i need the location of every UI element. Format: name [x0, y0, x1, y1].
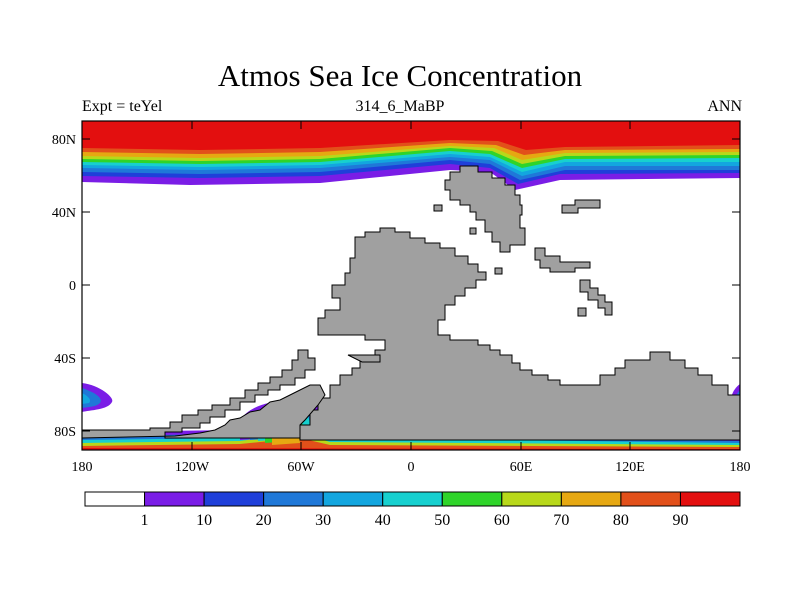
- x-tick-label: 180: [72, 460, 93, 475]
- y-tick-label: 80S: [54, 425, 76, 440]
- colorbar-swatch: [441, 491, 503, 507]
- x-tick-label: 60W: [287, 460, 315, 475]
- colorbar-label: 70: [553, 512, 569, 529]
- x-axis: [81, 121, 741, 450]
- y-tick-label: 40S: [54, 352, 76, 367]
- colorbar: 1 10 20 30 40 50 60 70 80 90: [84, 491, 741, 529]
- x-tick-label: 180: [730, 460, 751, 475]
- colorbar-swatch: [501, 491, 562, 507]
- colorbar-label: 80: [613, 512, 629, 529]
- season-label: ANN: [707, 98, 742, 115]
- colorbar-swatch: [144, 491, 205, 507]
- colorbar-label: 20: [256, 512, 272, 529]
- y-tick-label: 0: [69, 279, 76, 294]
- colorbar-label: 30: [315, 512, 331, 529]
- y-axis: [82, 138, 740, 432]
- colorbar-label: 40: [375, 512, 391, 529]
- y-tick-label: 80N: [52, 133, 76, 148]
- colorbar-swatch: [560, 491, 622, 507]
- colorbar-swatch: [322, 491, 384, 507]
- colorbar-label: 60: [494, 512, 510, 529]
- period-label: 314_6_MaBP: [355, 98, 445, 115]
- arctic-sea-ice: [82, 121, 740, 190]
- colorbar-swatch: [679, 491, 741, 507]
- experiment-label: Expt = teYel: [82, 98, 163, 115]
- colorbar-swatch: [382, 491, 443, 507]
- x-tick-label: 120E: [615, 460, 645, 475]
- colorbar-label: 50: [434, 512, 450, 529]
- colorbar-label: 1: [141, 512, 149, 529]
- map-area: [82, 121, 740, 450]
- colorbar-label: 10: [196, 512, 212, 529]
- x-tick-label: 120W: [175, 460, 210, 475]
- colorbar-swatch: [84, 491, 146, 507]
- colorbar-swatch: [203, 491, 265, 507]
- y-tick-label: 40N: [52, 206, 76, 221]
- x-tick-label: 0: [408, 460, 415, 475]
- x-tick-label: 60E: [510, 460, 533, 475]
- colorbar-swatch: [263, 491, 324, 507]
- map-title: Atmos Sea Ice Concentration: [217, 58, 583, 93]
- land-masses: [82, 165, 740, 441]
- colorbar-swatch: [620, 491, 681, 507]
- colorbar-label: 90: [672, 512, 688, 529]
